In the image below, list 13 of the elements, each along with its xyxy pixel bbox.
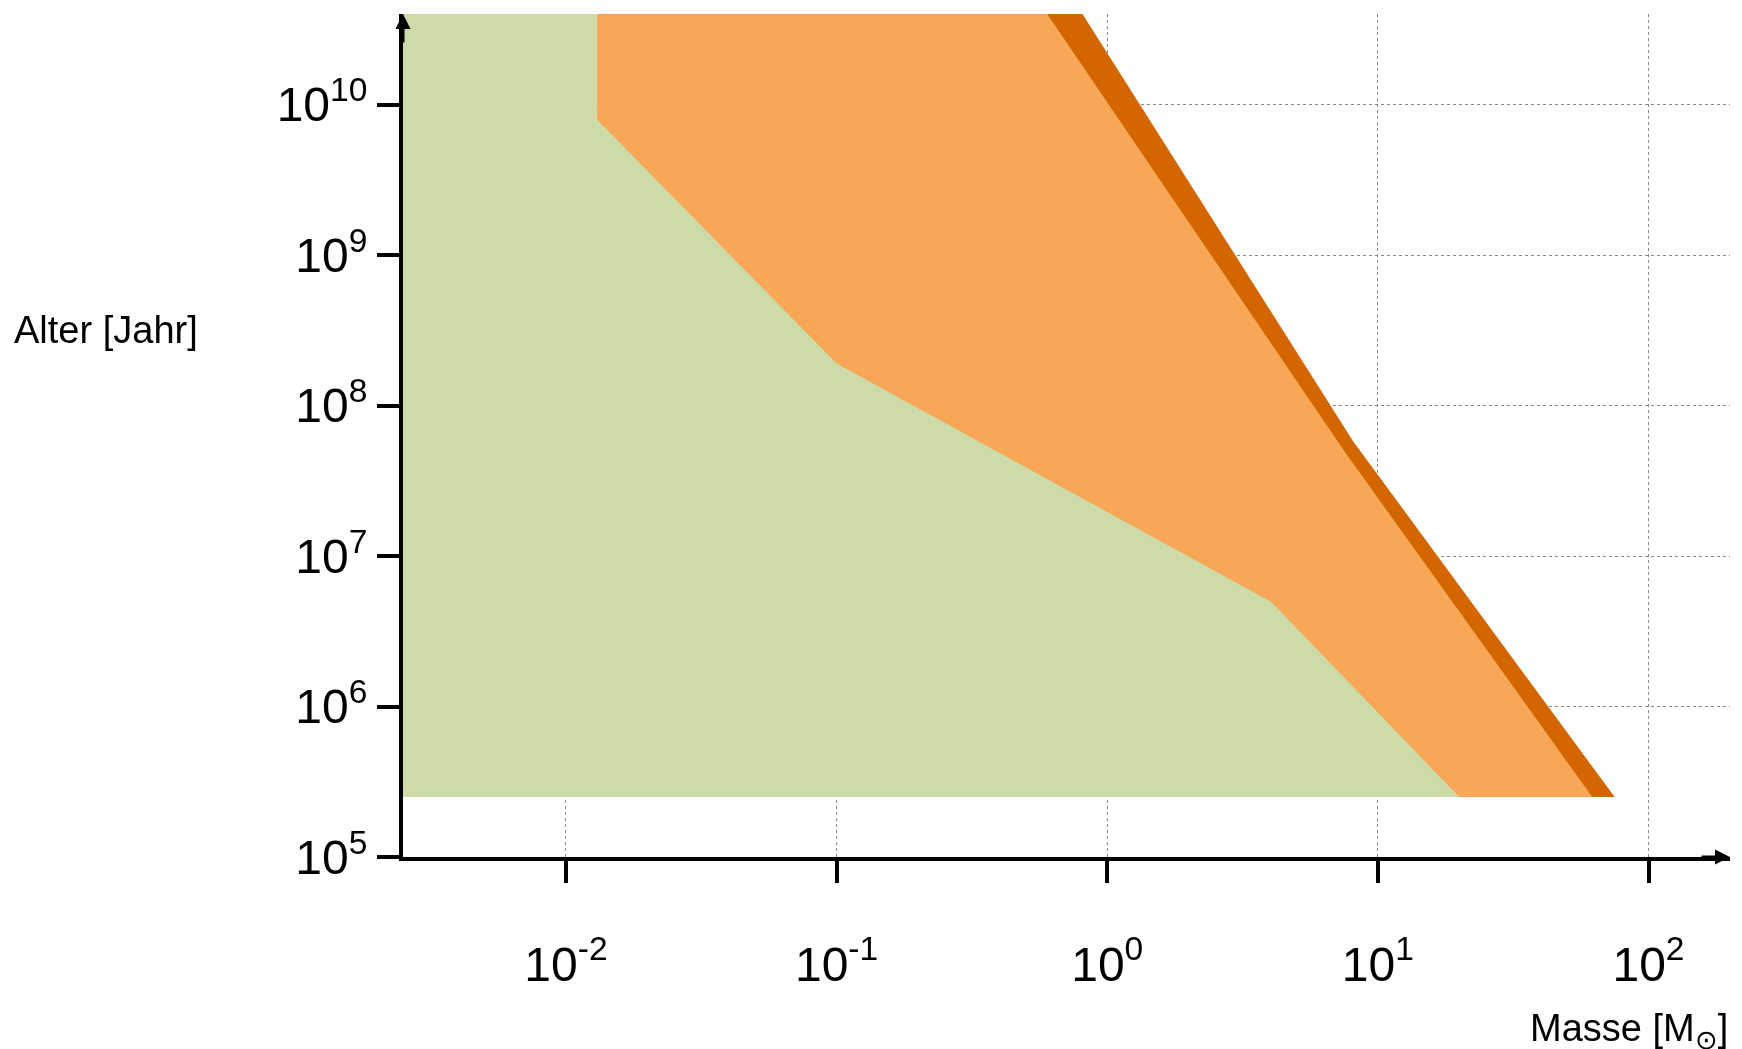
y-tick-label: 10$^{7}$ [295,522,368,583]
x-tick-label: 10$^{-2}$ [524,930,608,991]
x-tick-label: 10$^{-1}$ [794,930,879,991]
x-tick-label: 10$^{2}$ [1612,930,1685,991]
x-tick-label: 10$^{0}$ [1071,930,1144,991]
x-axis-title: Masse [M$_{⊙}$] [1530,1007,1729,1049]
y-tick-label: 10$^{10}$ [276,71,368,132]
y-tick-label: 10$^{5}$ [295,823,368,884]
y-tick-label: 10$^{8}$ [295,372,368,433]
x-tick-label: 10$^{1}$ [1341,930,1414,991]
y-axis-title: Alter [Jahr] [14,309,198,351]
y-tick-label: 10$^{9}$ [295,221,368,282]
y-tick-label: 10$^{6}$ [295,673,368,734]
